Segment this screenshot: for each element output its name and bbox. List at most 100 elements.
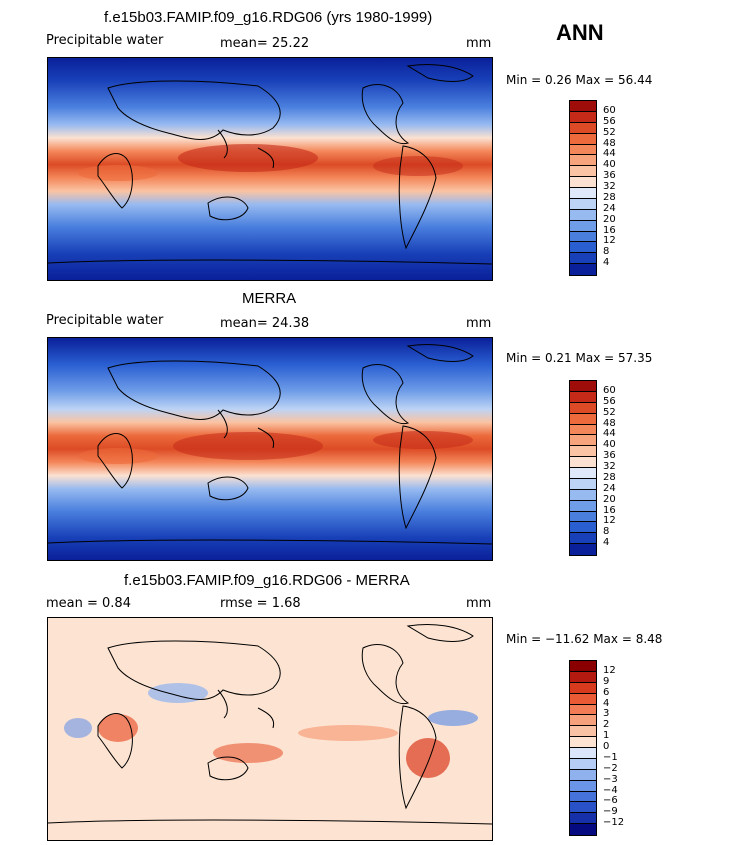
colorbar-tick-label: −3 — [603, 773, 618, 785]
panel-units-model: mm — [466, 36, 492, 51]
panel-minmax-model: Min = 0.26 Max = 56.44 — [506, 73, 653, 87]
colorbar-swatch — [570, 381, 596, 392]
colorbar-swatch — [570, 802, 596, 814]
colorbar-tick-label: 24 — [603, 482, 616, 494]
colorbar-tick-label: 60 — [603, 104, 616, 116]
colorbar-swatch — [570, 122, 596, 134]
colorbar-swatch — [570, 726, 596, 738]
colorbar-swatch — [570, 544, 596, 555]
colorbar-swatch — [570, 693, 596, 705]
colorbar-tick-label: 12 — [603, 235, 616, 247]
colorbar-tick-label: 4 — [603, 697, 610, 709]
colorbar-swatch — [570, 166, 596, 178]
colorbar-tick-label: 6 — [603, 686, 610, 698]
colorbar-swatch — [570, 522, 596, 534]
colorbar-swatch — [570, 780, 596, 792]
colorbar-tick-label: −4 — [603, 784, 618, 796]
colorbar-swatch — [570, 748, 596, 759]
colorbar-swatch — [570, 533, 596, 545]
colorbar-tick-label: 40 — [603, 439, 616, 451]
colorbar-swatch — [570, 144, 596, 156]
colorbar-swatch — [570, 101, 596, 112]
colorbar-swatch — [570, 133, 596, 145]
colorbar-tick-label: 0 — [603, 741, 610, 752]
colorbar-tick-label: 32 — [603, 181, 616, 192]
colorbar-swatch — [570, 155, 596, 167]
season-label: ANN — [556, 20, 604, 45]
colorbar-swatch — [570, 824, 596, 835]
colorbar-swatch — [570, 264, 596, 275]
colorbar-swatch — [570, 446, 596, 458]
colorbar-tick-label: 52 — [603, 406, 616, 418]
colorbar-tick-label: 4 — [603, 537, 610, 549]
panel-title-model: f.e15b03.FAMIP.f09_g16.RDG06 (yrs 1980-1… — [104, 9, 433, 26]
colorbar-tick-label: 3 — [603, 708, 610, 720]
map-obs-field — [48, 338, 492, 560]
colorbar-swatch — [570, 682, 596, 694]
colorbar-tick-label: 20 — [603, 213, 616, 225]
panel-rmse-diff: rmse = 1.68 — [220, 596, 301, 611]
colorbar-labels-model: 60 56 52 48 44 40 36 32 28 24 20 16 12 8… — [603, 100, 633, 274]
colorbar-model — [569, 100, 597, 276]
colorbar-tick-label: 9 — [603, 675, 610, 687]
colorbar-swatch — [570, 813, 596, 825]
colorbar-tick-label: 32 — [603, 461, 616, 472]
colorbar-tick-label: 56 — [603, 115, 616, 127]
colorbar-tick-label: 8 — [603, 526, 610, 538]
colorbar-tick-label: 12 — [603, 515, 616, 527]
panel-title-diff: f.e15b03.FAMIP.f09_g16.RDG06 - MERRA — [124, 572, 410, 589]
colorbar-tick-label: 8 — [603, 246, 610, 258]
colorbar-tick-label: 44 — [603, 428, 616, 440]
map-diff-field — [48, 618, 492, 840]
colorbar-swatch — [570, 177, 596, 188]
colorbar-tick-label: 40 — [603, 159, 616, 171]
colorbar-labels-diff: 12 9 6 4 3 2 1 0 −1 −2 −3 −4 −6 −9 −12 — [603, 660, 633, 834]
panel-units-diff: mm — [466, 596, 492, 611]
colorbar-swatch — [570, 671, 596, 683]
colorbar-tick-label: 28 — [603, 191, 616, 203]
colorbar-tick-label: 20 — [603, 493, 616, 505]
colorbar-tick-label: 2 — [603, 719, 610, 731]
panel-mean-diff: mean = 0.84 — [46, 596, 131, 611]
colorbar-swatch — [570, 791, 596, 803]
colorbar-swatch — [570, 209, 596, 221]
colorbar-swatch — [570, 402, 596, 414]
colorbar-swatch — [570, 457, 596, 468]
colorbar-swatch — [570, 715, 596, 727]
panel-variable-label-obs: Precipitable water — [46, 313, 164, 328]
colorbar-tick-label: 12 — [603, 664, 616, 676]
colorbar-swatch — [570, 511, 596, 523]
colorbar-diff — [569, 660, 597, 836]
colorbar-tick-label: −2 — [603, 762, 618, 774]
colorbar-tick-label: 48 — [603, 417, 616, 429]
colorbar-swatch — [570, 253, 596, 265]
colorbar-swatch — [570, 424, 596, 436]
colorbar-labels-obs: 60 56 52 48 44 40 36 32 28 24 20 16 12 8… — [603, 380, 633, 554]
colorbar-obs — [569, 380, 597, 556]
colorbar-swatch — [570, 435, 596, 447]
colorbar-swatch — [570, 737, 596, 748]
map-obs — [47, 337, 493, 561]
colorbar-tick-label: −1 — [603, 751, 618, 763]
panel-mean-obs: mean= 24.38 — [220, 316, 310, 331]
map-diff — [47, 617, 493, 841]
panel-minmax-diff: Min = −11.62 Max = 8.48 — [506, 632, 663, 646]
colorbar-swatch — [570, 661, 596, 672]
colorbar-swatch — [570, 500, 596, 512]
colorbar-swatch — [570, 769, 596, 781]
map-model-field — [48, 58, 492, 280]
colorbar-tick-label: 4 — [603, 257, 610, 269]
colorbar-tick-label: 36 — [603, 170, 616, 182]
colorbar-swatch — [570, 413, 596, 425]
colorbar-tick-label: −12 — [603, 817, 625, 829]
colorbar-swatch — [570, 242, 596, 254]
colorbar-tick-label: 16 — [603, 224, 616, 236]
colorbar-swatch — [570, 758, 596, 770]
colorbar-swatch — [570, 489, 596, 501]
map-model — [47, 57, 493, 281]
colorbar-tick-label: 28 — [603, 471, 616, 483]
panel-minmax-obs: Min = 0.21 Max = 57.35 — [506, 351, 653, 365]
colorbar-tick-label: 52 — [603, 126, 616, 138]
colorbar-tick-label: 48 — [603, 137, 616, 149]
panel-units-obs: mm — [466, 316, 492, 331]
